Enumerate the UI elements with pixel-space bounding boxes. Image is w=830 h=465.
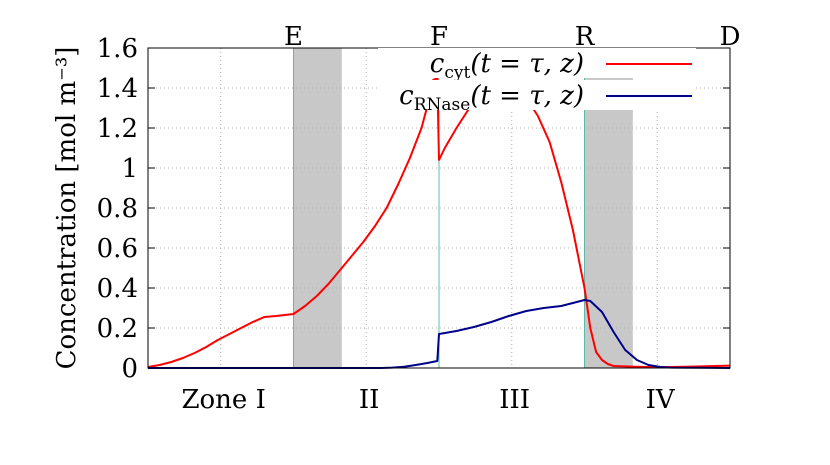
zone-labels: Zone I II III IV [181, 385, 675, 415]
y-tick-label: 0.6 [97, 234, 138, 264]
legend: ccyt(t = τ, z)cRNase(t = τ, z) [378, 48, 696, 115]
legend-label-subscript: cyt [444, 63, 470, 83]
top-marker-label: D [720, 22, 741, 52]
top-marker-label: E [284, 22, 303, 52]
series-line-c-cyt [147, 77, 731, 368]
y-tick-label: 0 [121, 354, 138, 384]
y-tick-label: 1 [121, 154, 138, 184]
top-marker-label: R [575, 22, 596, 52]
legend-label: ccyt(t = τ, z) [430, 49, 584, 83]
y-tick-label: 1.6 [97, 34, 138, 64]
legend-label-args: (t = τ, z) [470, 49, 584, 79]
top-marker-label: F [430, 22, 448, 52]
y-axis-label: Concentration [mol m⁻³] [52, 47, 82, 370]
legend-label-args: (t = τ, z) [470, 81, 584, 111]
zone-label: IV [646, 385, 676, 415]
y-ticks: 0 0.2 0.4 0.6 0.8 1 1.2 1.4 1.6 [97, 34, 730, 384]
y-tick-label: 1.2 [97, 114, 138, 144]
y-tick-label: 1.4 [97, 74, 138, 104]
legend-label-subscript: RNase [414, 95, 471, 115]
y-tick-label: 0.2 [97, 314, 138, 344]
zone-label: Zone I [181, 385, 265, 415]
zone-label: II [359, 385, 380, 415]
shaded-region [293, 48, 342, 368]
legend-label-main: c [399, 81, 414, 111]
legend-label-main: c [430, 49, 445, 79]
zone-label: III [499, 385, 530, 415]
y-tick-label: 0.8 [97, 194, 138, 224]
legend-label: cRNase(t = τ, z) [399, 81, 584, 115]
y-tick-label: 0.4 [97, 274, 138, 304]
